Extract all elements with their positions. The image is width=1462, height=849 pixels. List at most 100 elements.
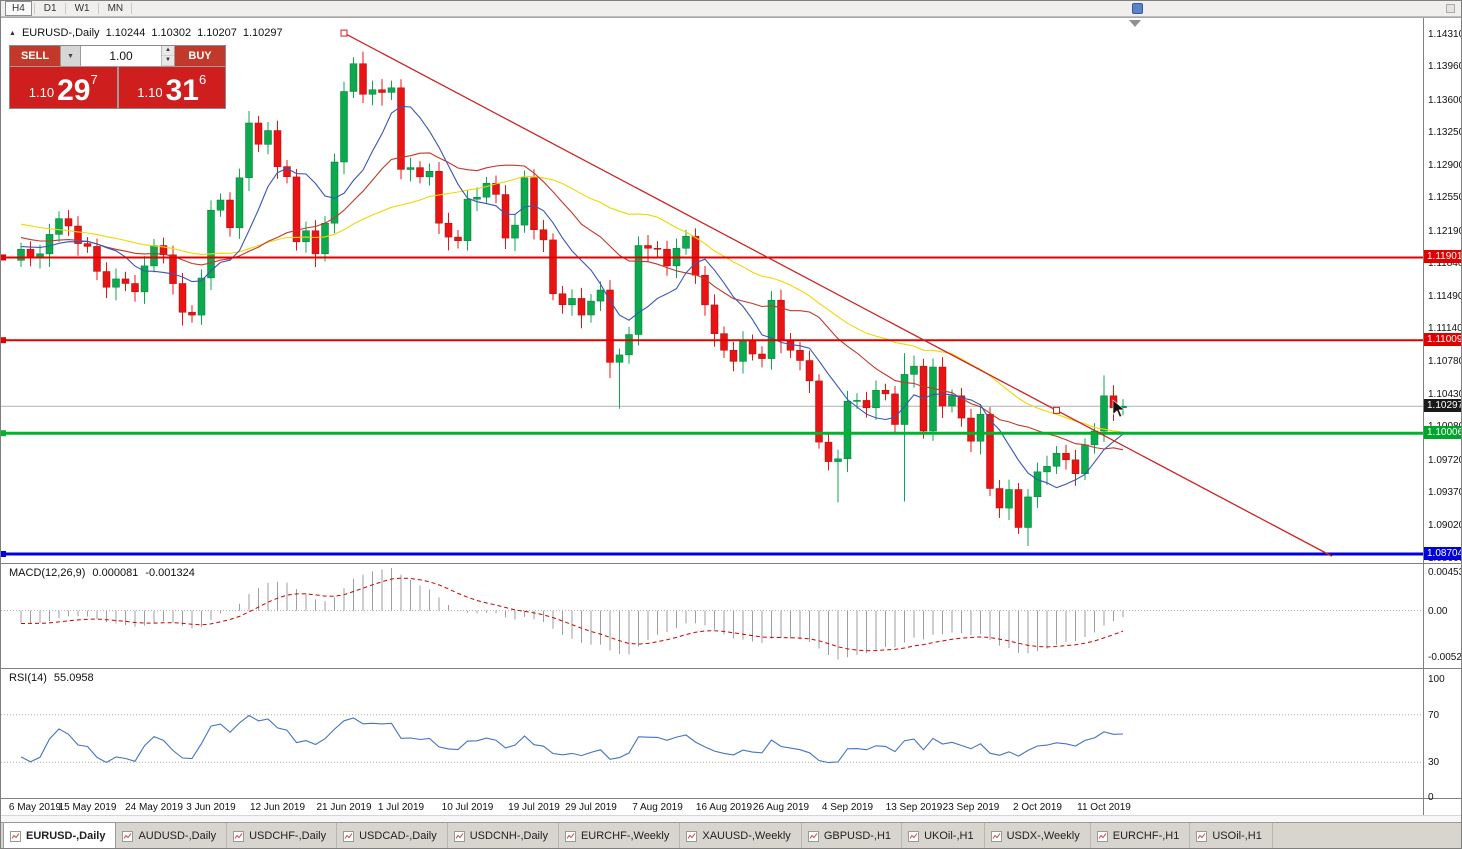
date-axis-label: 2 Oct 2019 — [1013, 802, 1062, 813]
date-axis-label: 1 Jul 2019 — [377, 802, 425, 813]
chart-tab-eurchf-weekly[interactable]: EURCHF-,Weekly — [559, 823, 681, 848]
candlestick-series — [17, 51, 1127, 547]
macd-label: MACD(12,26,9) 0.000081 -0.001324 — [9, 567, 195, 579]
date-axis-label: 21 Jun 2019 — [316, 802, 372, 813]
buy-price[interactable]: 1.10 31 6 — [118, 67, 225, 108]
chart-tab-usdcnh-daily[interactable]: USDCNH-,Daily — [448, 823, 559, 848]
chart-icon — [908, 830, 920, 842]
timeframe-button-mn[interactable]: MN — [107, 3, 124, 14]
volume-dropdown-button[interactable]: ▼ — [61, 46, 80, 66]
chart-tab-usoil-h1[interactable]: USOil-,H1 — [1190, 823, 1273, 848]
trade-prices-row: 1.10 29 7 1.10 31 6 — [10, 67, 225, 108]
volume-stepper: ▲ ▼ — [161, 46, 174, 66]
date-axis-label: 15 May 2019 — [58, 802, 117, 813]
sell-price[interactable]: 1.10 29 7 — [10, 67, 117, 108]
chart-tab-usdcad-daily[interactable]: USDCAD-,Daily — [337, 823, 448, 848]
sell-price-bigfigure: 1.10 — [28, 85, 55, 100]
price-axis-label: 1.09370 — [1428, 487, 1462, 499]
date-axis[interactable]: 6 May 2019 15 May 2019 24 May 2019 3 Jun 20… — [1, 802, 1423, 815]
price-tag: 1.08704 — [1424, 547, 1461, 560]
volume-value[interactable]: 1.00 — [109, 49, 133, 63]
toolbar-separator — [64, 3, 66, 14]
volume-field[interactable]: 1.00 ▲ ▼ — [81, 46, 174, 66]
ohlc-high: 1.10302 — [151, 27, 192, 39]
buy-button[interactable]: BUY — [175, 46, 225, 66]
horizontal-level-lines[interactable] — [1, 254, 1423, 558]
toolbar-separator — [97, 3, 99, 14]
chart-tab-label: EURCHF-,H1 — [1112, 830, 1180, 842]
date-axis-label: 29 Jul 2019 — [565, 802, 617, 813]
chart-symbol: EURUSD-,Daily — [21, 27, 100, 39]
timeframe-toolbar: H4 D1 W1 MN — [1, 1, 1461, 17]
chart-tab-eurchf-h1[interactable]: EURCHF-,H1 — [1091, 823, 1191, 848]
sell-button[interactable]: SELL — [10, 46, 60, 66]
chart-decorations — [1112, 20, 1141, 418]
date-axis-label: 19 Jul 2019 — [508, 802, 560, 813]
toolbar-separator — [33, 3, 35, 14]
window-control-icon[interactable] — [1446, 4, 1455, 13]
timeframe-button-d1[interactable]: D1 — [43, 3, 57, 14]
price-axis-label: 1.13250 — [1428, 127, 1462, 139]
macd-axis-label: 0.004536 — [1428, 567, 1461, 578]
macd-main-value: 0.000081 — [92, 567, 139, 579]
trendline[interactable] — [340, 29, 1333, 557]
macd-indicator — [20, 567, 1124, 660]
chart-tab-eurusd-daily[interactable]: EURUSD-,Daily — [3, 823, 117, 848]
chart-tab-xauusd-weekly[interactable]: XAUUSD-,Weekly — [680, 823, 802, 848]
chart-icon — [10, 830, 21, 842]
chart-tab-audusd-daily[interactable]: AUDUSD-,Daily — [116, 823, 228, 848]
timeframe-buttons: H4 D1 W1 MN — [5, 1, 135, 17]
chart-tab-label: AUDUSD-,Daily — [138, 830, 217, 842]
sell-price-pips: 29 — [57, 74, 91, 107]
chart-icon — [453, 830, 465, 842]
toolbar-marker-icon — [1132, 3, 1143, 14]
macd-signal-value: -0.001324 — [145, 567, 195, 579]
buy-price-bigfigure: 1.10 — [137, 85, 163, 100]
chart-icon — [686, 830, 698, 842]
chart-tab-usdx-weekly[interactable]: USDX-,Weekly — [985, 823, 1091, 848]
price-axis-label: 1.12900 — [1428, 159, 1462, 171]
timeframe-button-w1[interactable]: W1 — [74, 3, 90, 14]
toolbar-separator — [131, 3, 133, 14]
chart-tabs-bar: EURUSD-,Daily AUDUSD-,Daily USDCHF-,Daily U… — [1, 822, 1461, 848]
rsi-axis-label: 100 — [1428, 674, 1445, 685]
price-axis-label: 1.12550 — [1428, 192, 1462, 204]
chart-icon — [233, 830, 245, 842]
date-axis-label: 16 Aug 2019 — [695, 802, 753, 813]
rsi-axis-label: 30 — [1428, 757, 1440, 769]
ohlc-close: 1.10297 — [242, 27, 283, 39]
rsi-value: 55.0958 — [53, 672, 94, 684]
date-axis-label: 24 May 2019 — [125, 802, 183, 813]
chart-title: ▲ EURUSD-,Daily 1.10244 1.10302 1.10207 … — [9, 27, 283, 39]
chart-tab-label: UKOil-,H1 — [924, 830, 974, 842]
rsi-label: RSI(14) 55.0958 — [9, 672, 94, 684]
price-axis-label: 1.09720 — [1428, 454, 1462, 466]
one-click-trading-widget: SELL ▼ 1.00 ▲ ▼ BUY 1.10 29 7 1.10 31 6 — [9, 45, 226, 109]
price-axis-label: 1.13960 — [1428, 61, 1462, 73]
volume-decrease-button[interactable]: ▼ — [162, 56, 174, 66]
horizontal-scrollbar[interactable] — [1, 815, 1461, 822]
chart-shift-icon — [1129, 20, 1141, 27]
price-axis-label: 1.10430 — [1428, 388, 1462, 400]
date-axis-label: 6 May 2019 — [8, 802, 62, 813]
panel-grid — [1, 17, 1461, 815]
macd-axis-label: 0.00 — [1428, 605, 1448, 617]
chart-tab-usdchf-daily[interactable]: USDCHF-,Daily — [227, 823, 338, 848]
price-axis-label: 1.12190 — [1428, 225, 1462, 237]
symbol-arrow-icon: ▲ — [9, 29, 16, 37]
chart-tab-label: EURUSD-,Daily — [26, 830, 106, 842]
timeframe-button-h4[interactable]: H4 — [5, 1, 32, 16]
price-axis-label: 1.13600 — [1428, 94, 1462, 106]
chart-icon — [1196, 830, 1208, 842]
chart-icon — [807, 830, 819, 842]
macd-name: MACD(12,26,9) — [9, 567, 86, 579]
sell-price-fraction: 7 — [90, 72, 98, 87]
buy-price-pips: 31 — [165, 74, 199, 107]
chart-tab-gbpusd-h1[interactable]: GBPUSD-,H1 — [802, 823, 903, 848]
date-axis-label: 26 Aug 2019 — [752, 802, 810, 813]
volume-increase-button[interactable]: ▲ — [162, 46, 174, 56]
chart-tab-ukoil-h1[interactable]: UKOil-,H1 — [902, 823, 985, 848]
chart-tab-label: USDCNH-,Daily — [469, 830, 548, 842]
date-axis-label: 7 Aug 2019 — [632, 802, 683, 813]
